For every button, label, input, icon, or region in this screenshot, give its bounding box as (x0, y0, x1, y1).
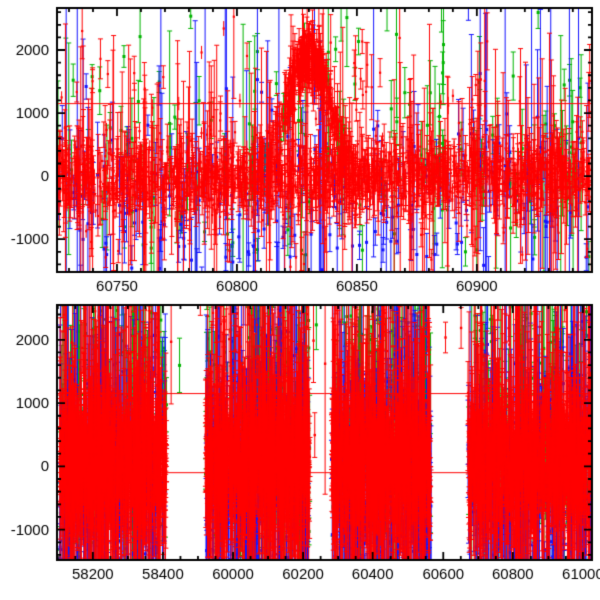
light-curve-figure (0, 0, 600, 600)
chart-canvas (0, 0, 600, 600)
